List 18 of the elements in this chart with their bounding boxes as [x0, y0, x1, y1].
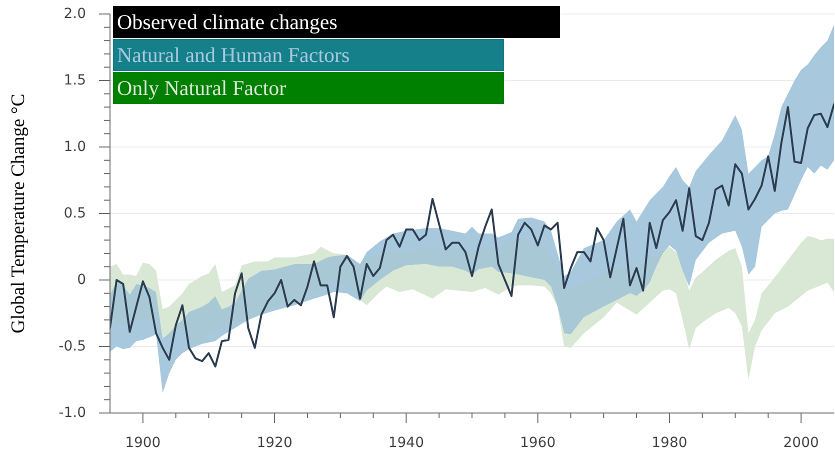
line-series: [110, 103, 834, 368]
y-tick-label: 1.0: [64, 139, 86, 155]
y-tick-label: -1.0: [58, 405, 86, 421]
y-axis-title: Global Temperature Change °C: [8, 94, 28, 334]
legend-label: Only Natural Factor: [116, 75, 286, 102]
x-tick-label: 1940: [388, 435, 424, 451]
x-tick-label: 1980: [652, 435, 688, 451]
x-tick-label: 1960: [520, 435, 556, 451]
y-tick-label: 1.5: [64, 72, 86, 88]
legend-label: Natural and Human Factors: [116, 42, 350, 69]
y-tick-label: 0: [77, 272, 86, 288]
x-tick-label: 1900: [125, 435, 161, 451]
x-tick-label: 1920: [256, 435, 292, 451]
y-tick-label: -0.5: [58, 338, 86, 354]
y-tick-label: 2.0: [64, 6, 86, 22]
text: Observed climate changes: [116, 9, 338, 36]
y-tick-label: 0.5: [64, 206, 86, 222]
x-tick-label: 2000: [783, 435, 819, 451]
